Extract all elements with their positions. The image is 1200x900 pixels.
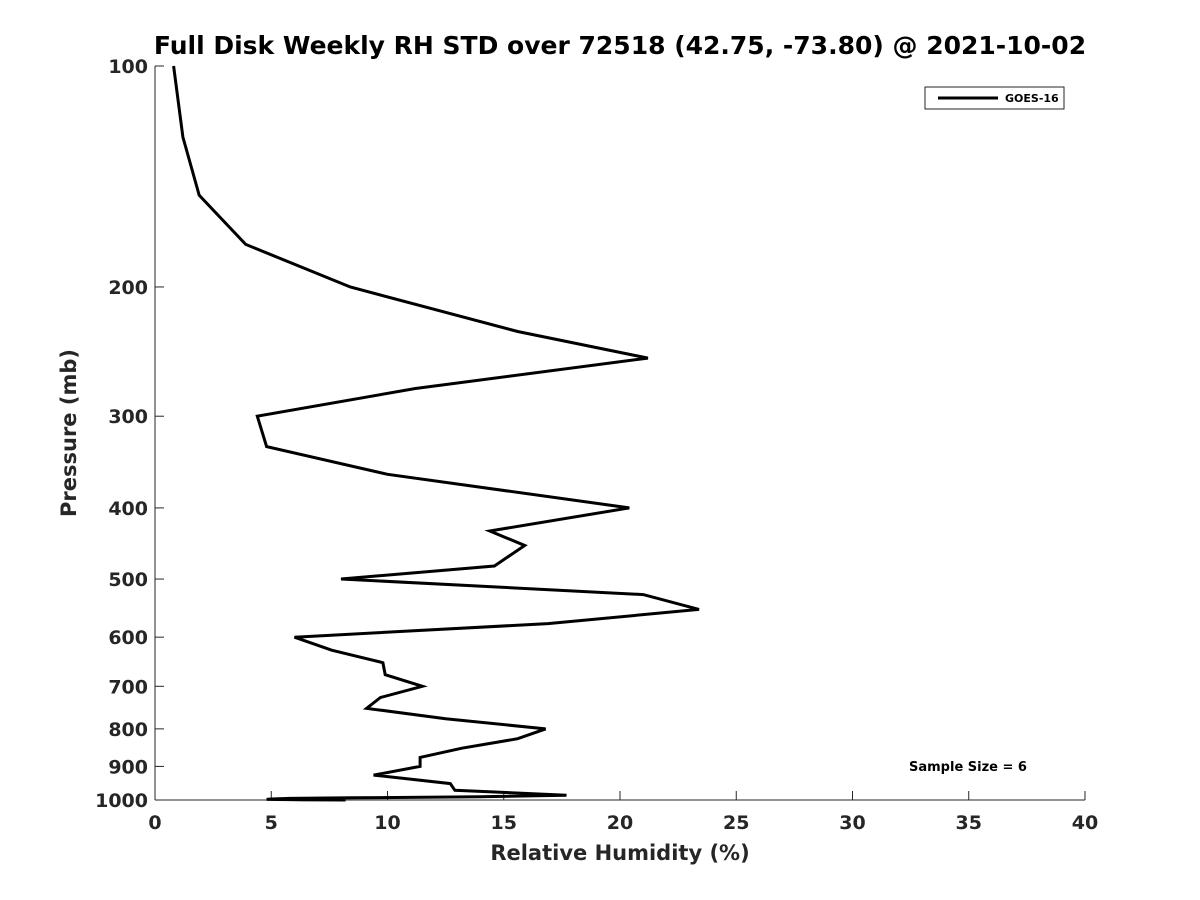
x-ticks: 0 5 10 15 20 25 30 35 40 bbox=[148, 791, 1098, 834]
series-group bbox=[172, 65, 700, 802]
x-tick-label-0: 0 bbox=[148, 812, 161, 834]
y-tick-label-1000: 1000 bbox=[95, 790, 148, 812]
x-tick-label-20: 20 bbox=[607, 812, 633, 834]
y-tick-label-100: 100 bbox=[108, 56, 148, 78]
y-ticks: 100 200 300 400 500 600 700 800 900 1000 bbox=[95, 56, 164, 812]
legend-label-goes-16: GOES-16 bbox=[1005, 92, 1059, 105]
series-line-goes-16 bbox=[172, 65, 700, 802]
legend: GOES-16 bbox=[924, 86, 1065, 110]
x-tick-label-30: 30 bbox=[839, 812, 865, 834]
x-tick-label-10: 10 bbox=[374, 812, 400, 834]
y-axis-label: Pressure (mb) bbox=[57, 349, 81, 517]
y-tick-label-500: 500 bbox=[108, 569, 148, 591]
y-tick-label-800: 800 bbox=[108, 719, 148, 741]
x-axis-label: Relative Humidity (%) bbox=[490, 841, 749, 865]
sample-size-annotation: Sample Size = 6 bbox=[909, 760, 1027, 775]
y-tick-label-400: 400 bbox=[108, 498, 148, 520]
x-tick-label-15: 15 bbox=[491, 812, 517, 834]
y-tick-label-700: 700 bbox=[108, 676, 148, 698]
chart-title: Full Disk Weekly RH STD over 72518 (42.7… bbox=[154, 31, 1086, 60]
y-tick-label-900: 900 bbox=[108, 756, 148, 778]
x-tick-label-5: 5 bbox=[265, 812, 278, 834]
y-tick-label-300: 300 bbox=[108, 406, 148, 428]
y-tick-label-200: 200 bbox=[108, 277, 148, 299]
x-tick-label-35: 35 bbox=[956, 812, 982, 834]
y-tick-label-600: 600 bbox=[108, 627, 148, 649]
x-tick-label-40: 40 bbox=[1072, 812, 1098, 834]
x-tick-label-25: 25 bbox=[723, 812, 749, 834]
